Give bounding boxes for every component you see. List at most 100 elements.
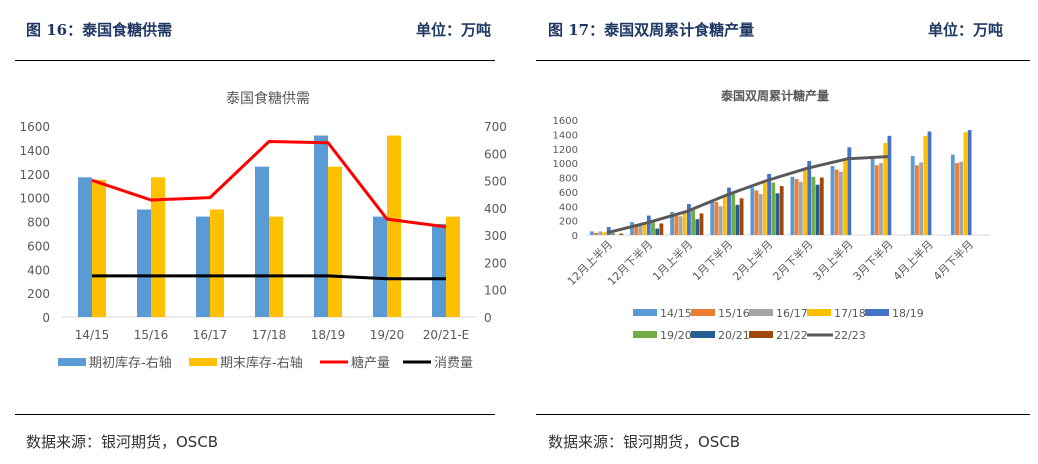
bar-期初库存-右轴 (373, 216, 387, 317)
x-axis-tick: 2月下半月 (770, 237, 816, 283)
right-axis-tick: 300 (484, 229, 507, 243)
bar-16/17 (879, 163, 883, 235)
legend-label: 15/16 (718, 307, 750, 320)
y-axis-tick: 1000 (553, 159, 578, 170)
left-axis-tick: 400 (27, 263, 50, 277)
legend-swatch (807, 309, 831, 316)
line-消费量 (92, 274, 446, 281)
bar-15/16 (634, 225, 639, 235)
divider (536, 60, 1030, 61)
figure-16-title: 图 16：泰国食糖供需 (26, 21, 173, 39)
x-axis-tick: 3月下半月 (850, 237, 896, 283)
bar-17/18 (963, 132, 968, 235)
figure-16-unit: 单位：万吨 (416, 21, 492, 39)
bar-期末库存-右轴 (328, 166, 342, 317)
line-22/23 (606, 155, 888, 235)
x-axis-tick: 14/15 (75, 328, 110, 342)
legend-label: 18/19 (892, 307, 924, 320)
legend-label: 16/17 (776, 307, 808, 320)
bar-16/17 (718, 206, 723, 235)
chart-title: 泰国食糖供需 (226, 90, 310, 107)
bar-14/15 (630, 222, 634, 235)
legend-label: 17/18 (834, 307, 866, 320)
legend-swatch (691, 309, 715, 316)
legend-label: 消费量 (434, 356, 473, 371)
divider (15, 60, 495, 61)
bar-18/19 (727, 187, 731, 235)
bar-18/19 (927, 131, 932, 235)
left-axis-tick: 200 (27, 287, 50, 301)
legend-label: 糖产量 (351, 355, 390, 371)
bar-16/17 (959, 161, 964, 235)
bar-14/15 (870, 157, 875, 235)
bar-14/15 (590, 231, 594, 235)
x-axis-tick: 4月上半月 (890, 237, 936, 283)
bar-期末库存-右轴 (92, 179, 106, 317)
bar-17/18 (642, 222, 647, 235)
bar-18/19 (847, 147, 852, 235)
bar-期末库存-右轴 (269, 216, 283, 317)
x-axis-tick: 2月上半月 (730, 237, 776, 283)
bar-21/22 (619, 233, 624, 235)
bar-14/15 (750, 187, 755, 235)
x-axis-tick: 1月下半月 (689, 237, 735, 283)
divider (15, 414, 495, 415)
bar-15/16 (594, 232, 598, 235)
bar-17/18 (722, 195, 727, 235)
legend-label: 19/20 (660, 329, 692, 342)
bar-16/17 (839, 171, 843, 235)
x-axis-tick: 17/18 (252, 328, 287, 342)
bar-18/19 (646, 215, 651, 235)
y-axis-tick: 1400 (553, 130, 578, 141)
legend-swatch (633, 331, 657, 338)
bar-20/21 (735, 204, 740, 235)
divider (536, 414, 1030, 415)
bar-20/21 (815, 184, 820, 235)
bar-14/15 (830, 166, 835, 235)
bar-15/16 (794, 178, 799, 235)
bar-期末库存-右轴 (210, 209, 224, 317)
bar-17/18 (923, 135, 928, 235)
figure-17-title: 图 17：泰国双周累计食糖产量 (548, 21, 755, 39)
bar-20/21 (695, 219, 700, 235)
bar-14/15 (670, 212, 674, 235)
legend-swatch (865, 309, 889, 316)
bar-16/17 (919, 162, 923, 235)
legend-label: 20/21 (718, 329, 750, 342)
right-axis-tick: 700 (484, 120, 507, 134)
y-axis-tick: 0 (572, 231, 578, 242)
bar-期末库存-右轴 (387, 135, 401, 317)
x-axis-tick: 3月上半月 (810, 237, 856, 283)
right-axis-tick: 500 (484, 175, 507, 189)
chart-title: 泰国双周累计糖产量 (720, 88, 829, 103)
y-axis-tick: 1200 (553, 145, 578, 156)
legend-label: 期初库存-右轴 (89, 355, 172, 371)
x-axis-tick: 19/20 (370, 328, 405, 342)
bar-18/19 (807, 160, 812, 235)
bar-21/22 (699, 213, 704, 235)
legend-swatch (691, 331, 715, 338)
legend-label: 期末库存-右轴 (220, 355, 303, 371)
bar-17/18 (682, 211, 687, 235)
bar-17/18 (763, 182, 767, 235)
bar-17/18 (602, 232, 607, 235)
bar-20/21 (775, 193, 780, 235)
bar-14/15 (950, 154, 955, 235)
bar-19/20 (691, 209, 695, 235)
y-axis-tick: 800 (559, 174, 578, 185)
figure-16-source: 数据来源：银河期货，OSCB (26, 433, 219, 451)
legend-swatch (749, 331, 773, 338)
bar-17/18 (883, 143, 888, 235)
bar-18/19 (887, 135, 892, 235)
bar-期初库存-右轴 (432, 223, 446, 317)
y-axis-tick: 200 (559, 217, 578, 228)
bar-16/17 (638, 224, 643, 235)
right-axis-tick: 200 (484, 256, 507, 270)
bar-19/20 (771, 182, 776, 235)
bar-21/22 (659, 223, 664, 235)
legend-swatch (749, 309, 773, 316)
legend-swatch (189, 358, 217, 366)
x-axis-tick: 16/17 (193, 328, 228, 342)
bar-18/19 (687, 204, 691, 235)
